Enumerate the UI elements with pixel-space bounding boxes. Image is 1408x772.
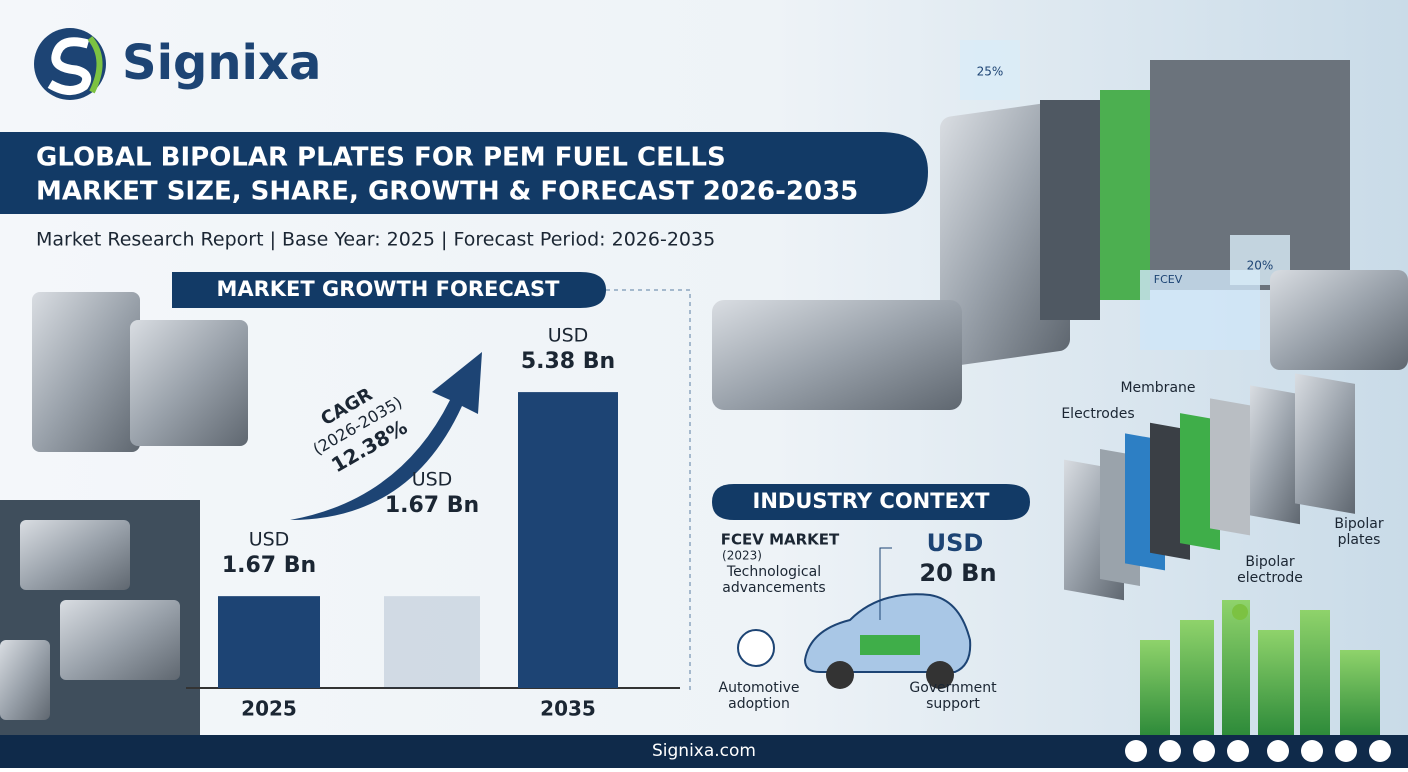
logo (34, 28, 106, 100)
market-label: FCEV MARKET (721, 531, 840, 549)
social-icon[interactable] (1267, 740, 1289, 762)
bar (218, 596, 320, 688)
driver: Government support (909, 680, 997, 712)
diagram-label: Membrane (1120, 380, 1195, 396)
x-tick-label: 2035 (540, 697, 596, 721)
driver: Automotive adoption (718, 680, 800, 712)
title: MARKET SIZE, SHARE, GROWTH & FORECAST 20… (36, 177, 858, 207)
social-icons (1125, 740, 1391, 762)
divider (606, 289, 691, 690)
social-icon[interactable] (1301, 740, 1323, 762)
subtitle: Market Research Report | Base Year: 2025… (36, 229, 715, 251)
x-tick-label: 2025 (241, 697, 297, 721)
diagram-label: Electrodes (1061, 406, 1134, 422)
text-box: Technological advancements (722, 564, 826, 596)
section-banner (172, 272, 606, 308)
market-value: 20 Bn (919, 559, 996, 587)
value-label: 5.38 Bn (521, 349, 615, 374)
screen-label: 20% (1247, 259, 1274, 273)
bar (384, 596, 480, 688)
text-box: Automotive adoption (718, 680, 800, 712)
footer-site[interactable]: Signixa.com (652, 741, 756, 761)
value-label: 1.67 Bn (385, 493, 479, 518)
diagram-label: Bipolar electrode (1237, 554, 1303, 586)
section-banner (712, 484, 1030, 520)
screen-label: 25% (977, 65, 1004, 79)
currency-label: USD (548, 325, 589, 347)
market-year: (2023) (722, 549, 762, 563)
value-label: 1.67 Bn (222, 553, 316, 578)
title-banner (0, 132, 928, 214)
social-icon[interactable] (1159, 740, 1181, 762)
bar (518, 392, 618, 688)
car-image (737, 547, 972, 689)
social-icon[interactable] (1193, 740, 1215, 762)
growth-arrow (290, 352, 482, 520)
plate-images (0, 292, 248, 735)
section-title: MARKET GROWTH FORECAST (216, 277, 560, 301)
market-currency: USD (927, 529, 984, 557)
diagram-label-box: Bipolar electrode (1237, 554, 1303, 586)
diagram-label: Bipolar plates (1334, 516, 1384, 548)
exploded-stack (1064, 373, 1355, 601)
fuel-cell-images (712, 40, 1408, 410)
currency-label: USD (249, 529, 290, 551)
green-city (1140, 600, 1380, 735)
social-icon[interactable] (1369, 740, 1391, 762)
social-icon[interactable] (1227, 740, 1249, 762)
social-icon[interactable] (1335, 740, 1357, 762)
driver: Technological advancements (722, 564, 826, 596)
social-icon[interactable] (1125, 740, 1147, 762)
section-title: INDUSTRY CONTEXT (753, 489, 991, 513)
diagram-label-box: Bipolar plates (1334, 516, 1384, 548)
brand: Signixa (122, 35, 321, 91)
title: GLOBAL BIPOLAR PLATES FOR PEM FUEL CELLS (36, 143, 726, 173)
text-box: Government support (909, 680, 997, 712)
currency-label: USD (412, 469, 453, 491)
screen-label: FCEV (1154, 273, 1183, 286)
